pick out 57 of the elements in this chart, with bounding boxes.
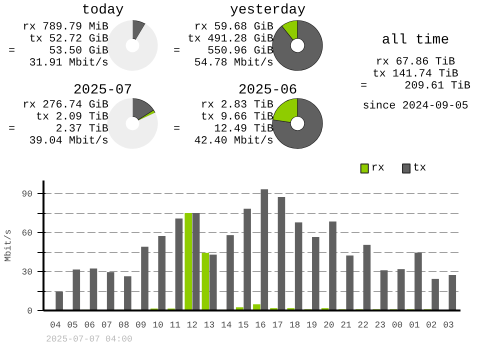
- text: rx 67.86 TiB: [376, 56, 456, 68]
- text: tx 491.28 GiB: [188, 34, 274, 46]
- x-tick-label: 10: [152, 320, 164, 330]
- x-tick-label: 17: [272, 320, 284, 330]
- x-tick-label: 06: [84, 320, 96, 330]
- x-tick-label: 16: [255, 320, 266, 330]
- chart-title: 2025-07: [73, 82, 132, 98]
- x-tick-label: 20: [324, 320, 334, 330]
- text: 54.78 Mbit/s: [194, 58, 274, 70]
- x-tick-label: 22: [358, 320, 368, 330]
- y-tick-label: 0: [27, 306, 33, 316]
- x-tick-label: 23: [374, 320, 386, 330]
- text: = 550.96 GiB: [174, 46, 274, 58]
- y-axis-title: Mbit/s: [4, 229, 14, 262]
- x-tick-label: 04: [50, 320, 61, 330]
- text: rx 789.79 MiB: [22, 22, 109, 34]
- text: tx 52.72 GiB: [29, 34, 109, 46]
- x-tick-label: 03: [443, 320, 454, 330]
- x-tick-label: 08: [118, 320, 130, 330]
- x-tick-label: 13: [204, 320, 215, 330]
- x-tick-label: 14: [220, 320, 232, 330]
- text: tx 2.09 TiB: [36, 112, 109, 124]
- text: since 2024-09-05: [362, 100, 468, 112]
- x-tick-label: 07: [101, 320, 112, 330]
- y-tick-label: 60: [22, 228, 33, 238]
- text: tx 9.66 TiB: [200, 112, 274, 124]
- text: = 53.50 GiB: [8, 46, 109, 58]
- text: tx 141.74 TiB: [372, 68, 459, 80]
- x-tick-label: 00: [392, 320, 403, 330]
- text: rx 59.68 GiB: [194, 22, 274, 34]
- legend-label: tx: [412, 162, 427, 174]
- x-tick-label: 11: [170, 320, 181, 330]
- text: 42.40 Mbit/s: [194, 136, 274, 148]
- text: = 209.61 TiB: [360, 80, 471, 92]
- x-tick-label: 15: [238, 320, 249, 330]
- x-tick-label: 18: [289, 320, 300, 330]
- text: all time: [382, 32, 450, 48]
- chart-title: today: [82, 2, 124, 18]
- x-tick-label: 01: [408, 320, 420, 330]
- x-tick-label: 12: [186, 320, 198, 330]
- text: 31.91 Mbit/s: [29, 58, 109, 70]
- text: = 12.49 TiB: [174, 124, 274, 136]
- x-tick-label: 05: [67, 320, 78, 330]
- legend-label: rx: [371, 162, 385, 174]
- y-tick-label: 30: [22, 268, 33, 278]
- text: = 2.37 TiB: [8, 124, 109, 136]
- x-tick-label: 21: [340, 320, 352, 330]
- chart-title: 2025-06: [238, 82, 298, 98]
- x-tick-label: 09: [136, 320, 146, 330]
- text: rx 276.74 GiB: [22, 100, 109, 112]
- x-tick-label: 02: [426, 320, 437, 330]
- x-tick-label: 19: [306, 320, 318, 330]
- y-tick-label: 90: [22, 190, 33, 200]
- text: 2025-07-07 04:00: [46, 334, 132, 344]
- text: rx 2.83 TiB: [200, 100, 274, 112]
- chart-title: yesterday: [230, 2, 306, 18]
- text: 39.04 Mbit/s: [29, 136, 109, 148]
